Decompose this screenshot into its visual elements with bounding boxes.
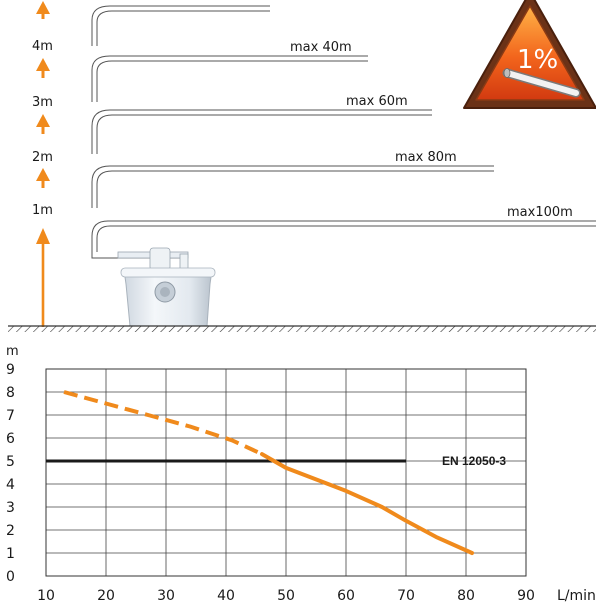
height-arrows xyxy=(36,1,50,327)
y-tick-label: 1 xyxy=(6,546,15,562)
x-tick-label: 90 xyxy=(517,588,535,602)
pumping-illustration: 4m 3m 2m 1m max 40m max 60m max 80m max1… xyxy=(8,0,596,332)
x-tick-label: 30 xyxy=(157,588,175,602)
plot-frame xyxy=(45,368,527,577)
y-tick-label: 6 xyxy=(6,431,15,447)
macerator-pump-icon xyxy=(91,247,216,327)
y-tick-label: 9 xyxy=(6,362,15,378)
performance-chart: m L/min 0 1 2 3 4 5 6 7 8 9 10 20 30 40 50 60 70 80 90 EN… xyxy=(6,344,596,602)
ground-line xyxy=(8,325,596,332)
y-tick-label: 2 xyxy=(6,523,15,539)
x-tick-labels: 10 20 30 40 50 60 70 80 90 xyxy=(37,588,535,602)
x-axis-label: L/min xyxy=(557,588,596,602)
reference-line-label: EN 12050-3 xyxy=(442,454,506,468)
discharge-pipes xyxy=(91,5,596,252)
performance-curve-solid xyxy=(260,452,474,555)
slope-warning-sign: 1% xyxy=(463,0,596,109)
distance-label-80m: max 80m xyxy=(395,150,457,165)
reference-line-group: EN 12050-3 xyxy=(46,454,506,468)
x-tick-label: 50 xyxy=(277,588,295,602)
y-tick-label: 4 xyxy=(6,477,15,493)
pipe-slope-icon xyxy=(502,68,581,98)
performance-curve-dashed xyxy=(63,390,263,456)
x-tick-label: 80 xyxy=(457,588,475,602)
x-tick-label: 70 xyxy=(397,588,415,602)
x-tick-label: 20 xyxy=(97,588,115,602)
y-tick-label: 7 xyxy=(6,408,15,424)
height-label-2m: 2m xyxy=(32,150,53,165)
series-group xyxy=(63,390,474,555)
arrow-up-icon xyxy=(36,58,50,78)
y-tick-labels: 0 1 2 3 4 5 6 7 8 9 xyxy=(6,362,15,585)
distance-label-100m: max100m xyxy=(507,205,573,220)
arrow-up-icon xyxy=(36,114,50,134)
x-tick-label: 10 xyxy=(37,588,55,602)
arrow-up-icon xyxy=(36,228,50,327)
y-tick-label: 5 xyxy=(6,454,15,470)
arrow-up-icon xyxy=(36,168,50,188)
height-label-3m: 3m xyxy=(32,95,53,110)
y-tick-label: 3 xyxy=(6,500,15,516)
distance-label-60m: max 60m xyxy=(346,94,408,109)
slope-percentage: 1% xyxy=(517,45,558,75)
height-label-1m: 1m xyxy=(32,203,53,218)
distance-label-40m: max 40m xyxy=(290,40,352,55)
y-tick-label: 8 xyxy=(6,385,15,401)
arrow-up-icon xyxy=(36,1,50,19)
y-tick-label: 0 xyxy=(6,569,15,585)
height-label-4m: 4m xyxy=(32,39,53,54)
x-tick-label: 40 xyxy=(217,588,235,602)
y-axis-label: m xyxy=(6,344,19,359)
x-tick-label: 60 xyxy=(337,588,355,602)
